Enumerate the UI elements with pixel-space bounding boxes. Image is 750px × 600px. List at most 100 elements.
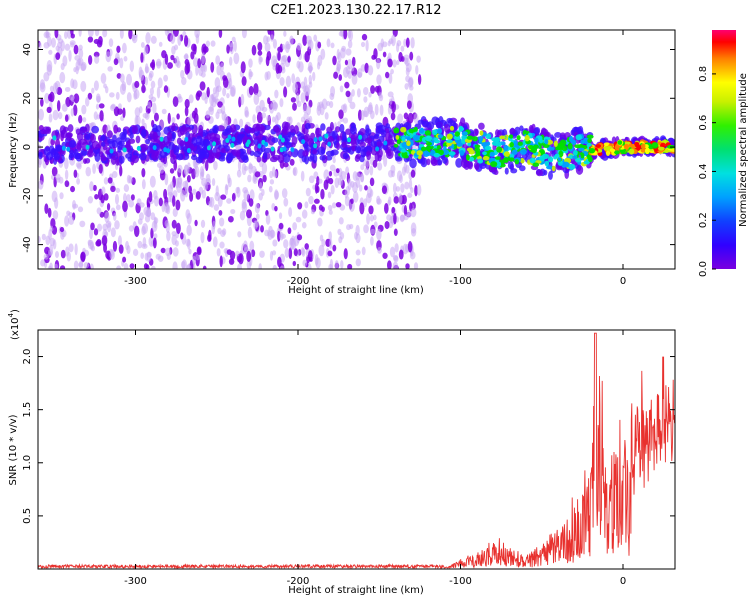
spectrogram-noise-cell (230, 209, 236, 215)
spectrogram-ridge-cell (202, 138, 210, 148)
spectrogram-noise-cell (129, 263, 135, 269)
spectrogram-noise-cell (237, 159, 242, 172)
spectrogram-noise-cell (318, 244, 325, 257)
spectrogram-noise-cell (149, 87, 154, 96)
spectrogram-noise-cell (202, 265, 207, 269)
spectrogram-noise-cell (46, 106, 52, 113)
spectrogram-noise-cell (128, 225, 134, 232)
spectrogram-noise-cell (328, 238, 333, 250)
spectrogram-noise-cell (78, 114, 83, 124)
spectrogram-ridge-cell (496, 130, 502, 137)
spectrogram-noise-cell (254, 203, 260, 214)
spectrogram-noise-cell (283, 86, 288, 98)
spectrogram-noise-cell (209, 94, 215, 106)
spectrogram-ridge-cell (122, 128, 128, 137)
spectrogram-noise-cell (111, 170, 118, 179)
spectrogram-noise-cell (197, 58, 201, 69)
spectrogram-noise-cell (186, 224, 192, 236)
spectrogram-noise-cell (146, 107, 151, 114)
spectrogram-noise-cell (109, 249, 115, 260)
spectrogram-noise-cell (261, 188, 265, 197)
spectrogram-noise-cell (390, 68, 394, 75)
spectrogram-ridge-cell (40, 128, 47, 135)
spectrogram-noise-cell (248, 198, 254, 207)
spectrogram-noise-cell (238, 253, 244, 265)
spectrogram-noise-cell (117, 235, 122, 247)
spectrogram-noise-cell (167, 112, 171, 125)
spectrogram-strong-cell (603, 142, 611, 147)
spectrogram-noise-cell (371, 54, 376, 60)
spectrogram-strong-cell (558, 142, 565, 149)
spectrogram-noise-cell (377, 162, 383, 171)
figure-title: C2E1.2023.130.22.17.R12 (270, 3, 441, 18)
spectrogram-y-axis-label: Frequency (Hz) (8, 112, 19, 188)
spectrogram-noise-cell (192, 57, 199, 68)
spectrogram-noise-cell (188, 185, 193, 194)
spectrogram-strong-cell (645, 147, 650, 154)
spectrogram-noise-cell (328, 231, 332, 241)
colorbar-label: Normalized spectral amplitude (738, 73, 749, 227)
spectrogram-strong-cell (551, 165, 556, 172)
spectrogram-noise-cell (184, 53, 189, 60)
spectrogram-noise-cell (40, 98, 44, 107)
spectrogram-noise-cell (50, 37, 56, 48)
spectrogram-x-tick-label: -300 (124, 276, 147, 287)
spectrogram-noise-cell (134, 80, 140, 89)
spectrogram-strong-cell (502, 157, 509, 163)
spectrogram-ridge-cell (45, 126, 52, 132)
spectrogram-noise-cell (302, 103, 308, 114)
spectrogram-noise-cell (217, 101, 223, 108)
spectrogram-noise-cell (201, 92, 207, 101)
spectrogram-ridge-cell (76, 142, 83, 150)
spectrogram-noise-cell (330, 184, 335, 195)
spectrogram-noise-cell (410, 169, 416, 178)
spectrogram-noise-cell (184, 59, 190, 66)
spectrogram-highlight-cell (346, 137, 351, 143)
spectrogram-noise-cell (130, 194, 135, 201)
spectrogram-noise-cell (230, 85, 236, 97)
spectrogram-strong-cell (461, 131, 468, 136)
spectrogram-strong-cell (553, 140, 558, 148)
spectrogram-ridge-cell (577, 125, 584, 135)
spectrogram-noise-cell (76, 177, 80, 185)
spectrogram-ridge-cell (488, 165, 497, 173)
spectrogram-noise-cell (302, 259, 308, 267)
spectrogram-strong-cell (509, 141, 514, 148)
spectrogram-noise-cell (89, 241, 94, 251)
spectrogram-ridge-cell (529, 126, 534, 135)
spectrogram-strong-cell (503, 151, 510, 157)
spectrogram-noise-cell (192, 255, 197, 265)
spectrogram-noise-cell (289, 158, 295, 166)
spectrogram-strong-cell (485, 133, 492, 140)
spectrogram-y-tick-label: -20 (22, 188, 33, 204)
spectrogram-ridge-cell (246, 146, 252, 155)
spectrogram-noise-cell (65, 246, 70, 257)
spectrogram-noise-cell (68, 49, 72, 62)
spectrogram-noise-cell (343, 30, 348, 40)
spectrogram-ridge-cell (504, 167, 509, 175)
spectrogram-noise-cell (398, 249, 404, 260)
spectrogram-ridge-cell (105, 146, 111, 155)
spectrogram-strong-cell (557, 157, 562, 161)
spectrogram-noise-cell (119, 30, 124, 39)
spectrogram-noise-cell (212, 220, 216, 230)
spectrogram-noise-cell (351, 56, 356, 67)
spectrogram-noise-cell (210, 40, 216, 47)
spectrogram-ridge-cell (287, 131, 296, 138)
spectrogram-noise-cell (379, 104, 384, 116)
spectrogram-noise-cell (164, 30, 170, 36)
snr-x-tick-label: -300 (124, 576, 147, 587)
spectrogram-strong-cell (468, 149, 475, 155)
spectrogram-noise-cell (310, 209, 315, 215)
spectrogram-highlight-cell (375, 146, 380, 152)
spectrogram-noise-cell (176, 113, 180, 120)
spectrogram-noise-cell (251, 165, 257, 174)
spectrogram-strong-cell (465, 154, 470, 161)
spectrogram-noise-cell (87, 30, 94, 38)
spectrogram-noise-cell (172, 207, 178, 217)
spectrogram-strong-cell (424, 130, 432, 137)
spectrogram-strong-cell (412, 134, 420, 142)
spectrogram-noise-cell (52, 109, 59, 121)
spectrogram-noise-cell (66, 210, 71, 216)
spectrogram-noise-cell (397, 113, 404, 124)
